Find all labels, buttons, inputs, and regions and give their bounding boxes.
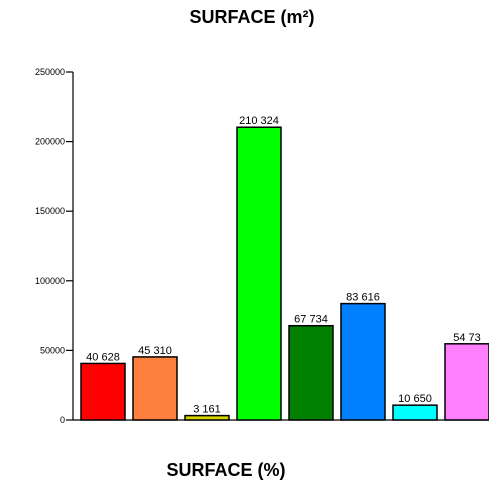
- y-tick-label: 50000: [40, 345, 65, 355]
- bars: [80, 126, 489, 421]
- bar-data-label: 83 616: [346, 292, 380, 304]
- bar-data-label: 210 324: [239, 115, 279, 127]
- bar: [392, 404, 438, 421]
- bar-data-label: 67 734: [294, 314, 328, 326]
- chart-title: SURFACE (m²): [190, 7, 315, 27]
- bar: [444, 343, 489, 421]
- y-tick-label: 150000: [35, 206, 65, 216]
- bar-data-label: 54 73: [453, 332, 481, 344]
- bar-labels: 40 628 45 310 3 161 210 324 67 734 83 616 10 6…: [86, 115, 481, 415]
- y-tick-label: 100000: [35, 276, 65, 286]
- bar-data-label: 45 310: [138, 345, 172, 357]
- bar: [80, 362, 126, 421]
- bar-data-label: 10 650: [398, 393, 432, 405]
- chart-subtitle: SURFACE (%): [166, 460, 285, 480]
- y-tick-label: 200000: [35, 137, 65, 147]
- bar: [236, 126, 282, 421]
- bar: [288, 324, 334, 421]
- bar-data-label: 40 628: [86, 351, 120, 363]
- y-tick-label: 0: [60, 415, 65, 425]
- bar-data-label: 3 161: [193, 404, 221, 416]
- bar: [184, 414, 230, 421]
- y-tick-label: 250000: [35, 67, 65, 77]
- bar: [132, 356, 178, 421]
- bar: [340, 302, 386, 421]
